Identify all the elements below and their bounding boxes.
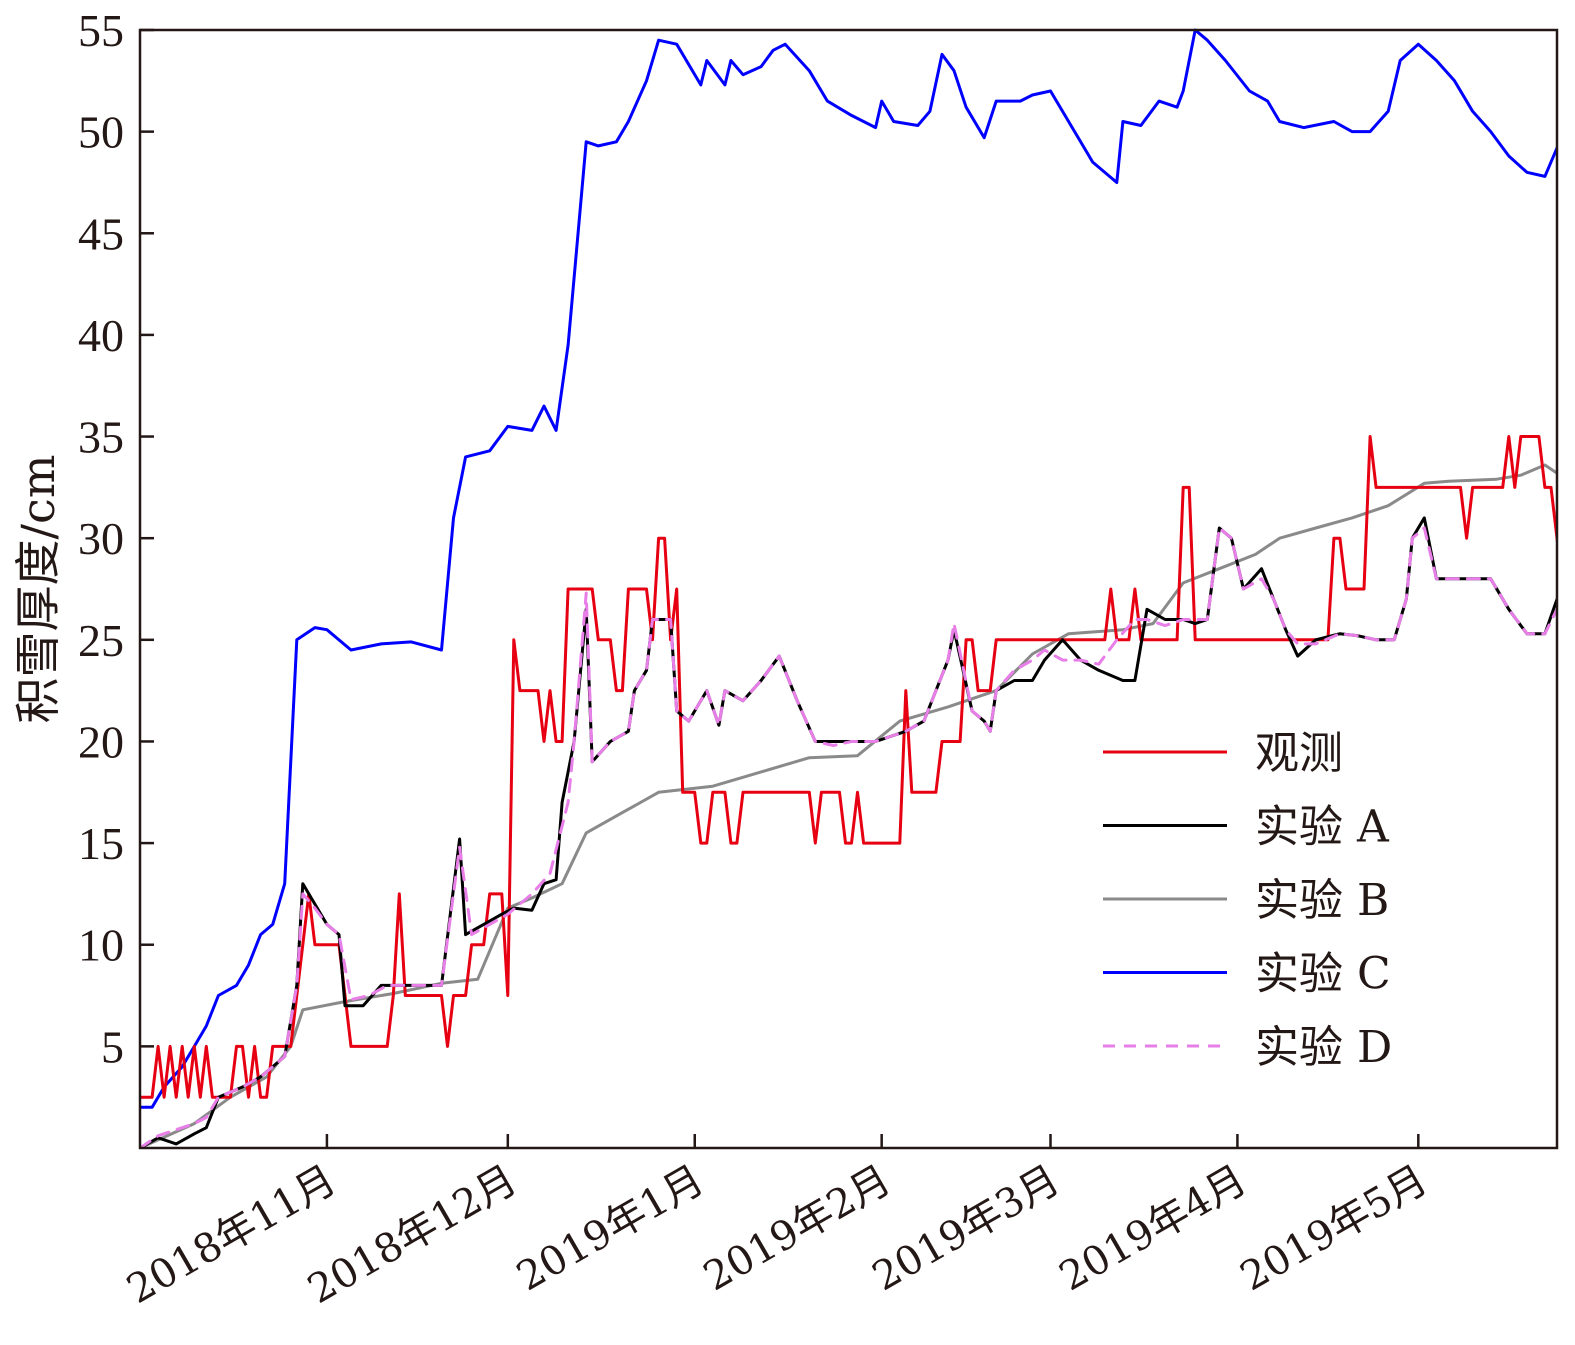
y-tick-label: 25 — [78, 615, 124, 666]
y-axis-title: 积雪厚度/cm — [11, 455, 65, 724]
y-tick-label: 5 — [101, 1021, 124, 1072]
y-tick-label: 15 — [78, 818, 124, 869]
x-tick-label: 2019年3月 — [865, 1157, 1067, 1300]
x-tick-label: 2019年2月 — [696, 1157, 898, 1300]
legend-label: 实验 B — [1255, 875, 1389, 926]
legend-label: 观测 — [1255, 728, 1343, 779]
legend-label: 实验 C — [1255, 949, 1391, 1000]
y-tick-label: 40 — [78, 310, 124, 361]
y-tick-label: 30 — [78, 513, 124, 564]
y-tick-label: 10 — [78, 920, 124, 971]
y-tick-label: 45 — [78, 208, 124, 259]
legend-label: 实验 A — [1255, 802, 1390, 853]
x-tick-label: 2019年4月 — [1052, 1157, 1254, 1300]
x-axis: 2018年11月2018年12月2019年1月2019年2月2019年3月201… — [119, 1134, 1435, 1313]
series-line-4 — [140, 28, 1557, 1109]
legend-label: 实验 D — [1255, 1022, 1392, 1073]
y-axis: 5 10 15 20 25 30 35 40 45 50 55 — [78, 5, 154, 1072]
series-line-1 — [140, 435, 1557, 1099]
y-tick-label: 35 — [78, 412, 124, 463]
series-layer — [140, 28, 1557, 1148]
y-tick-label: 20 — [78, 716, 124, 767]
x-tick-label: 2019年1月 — [509, 1157, 711, 1300]
series-line-5 — [140, 526, 1557, 1148]
plot-frame — [138, 28, 1559, 1150]
y-tick-label: 50 — [78, 107, 124, 158]
y-tick-label: 55 — [78, 5, 124, 56]
x-tick-label: 2019年5月 — [1233, 1157, 1435, 1300]
